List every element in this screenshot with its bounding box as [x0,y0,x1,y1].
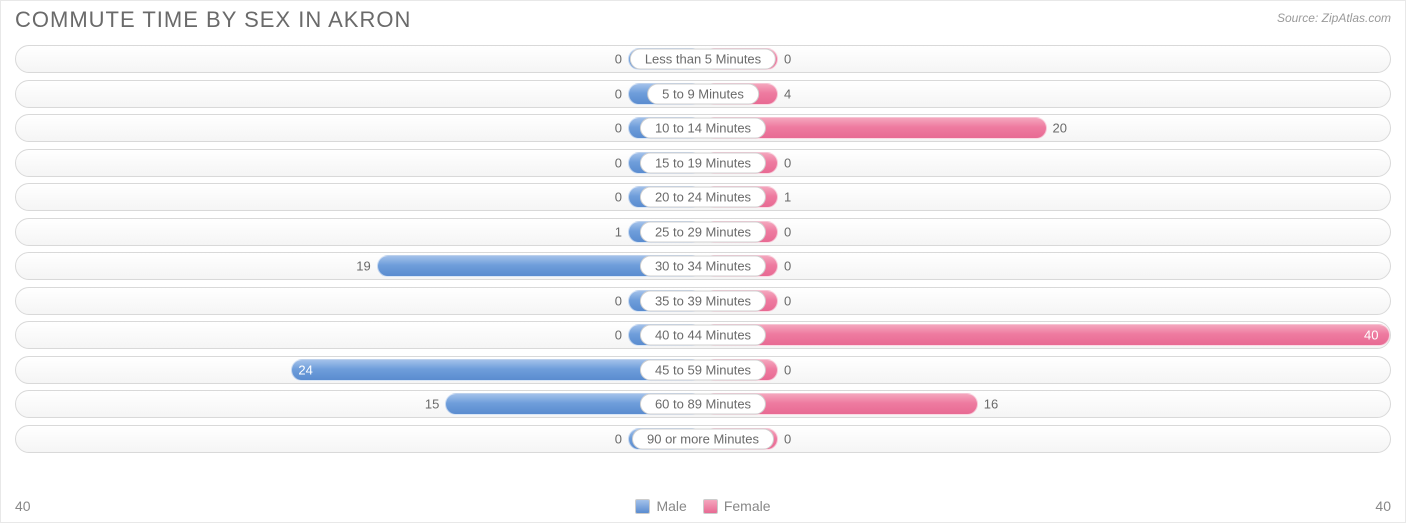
female-value: 0 [784,431,791,446]
chart-row: 0 1 20 to 24 Minutes [15,183,1391,211]
female-value: 0 [784,52,791,67]
chart-footer: 40 Male Female 40 [15,498,1391,514]
category-label: 40 to 44 Minutes [640,325,766,346]
category-label: 90 or more Minutes [632,428,774,449]
female-value: 20 [1053,121,1067,136]
category-label: 5 to 9 Minutes [647,83,759,104]
male-value: 24 [298,362,312,377]
chart-row: 0 4 5 to 9 Minutes [15,80,1391,108]
category-label: 25 to 29 Minutes [640,221,766,242]
category-label: 15 to 19 Minutes [640,152,766,173]
chart-container: COMMUTE TIME BY SEX IN AKRON Source: Zip… [0,0,1406,523]
chart-row: 0 0 Less than 5 Minutes [15,45,1391,73]
male-swatch-icon [635,499,650,514]
axis-right-max: 40 [1375,498,1391,514]
female-value: 0 [784,362,791,377]
chart-title: COMMUTE TIME BY SEX IN AKRON [15,7,411,33]
female-bar [703,324,1390,346]
male-value: 0 [615,86,622,101]
chart-row: 24 0 45 to 59 Minutes [15,356,1391,384]
axis-left-max: 40 [15,498,31,514]
chart-row: 0 40 40 to 44 Minutes [15,321,1391,349]
category-label: 20 to 24 Minutes [640,187,766,208]
male-value: 19 [356,259,370,274]
legend: Male Female [635,498,770,514]
male-value: 0 [615,121,622,136]
male-value: 15 [425,397,439,412]
chart-row: 0 0 90 or more Minutes [15,425,1391,453]
female-swatch-icon [703,499,718,514]
female-value: 4 [784,86,791,101]
category-label: 10 to 14 Minutes [640,118,766,139]
chart-plot-area: 0 0 Less than 5 Minutes 0 4 5 to 9 Minutes 0 20… [15,45,1391,480]
category-label: 35 to 39 Minutes [640,290,766,311]
female-value: 1 [784,190,791,205]
legend-female-label: Female [724,498,771,514]
legend-item-female: Female [703,498,771,514]
category-label: 30 to 34 Minutes [640,256,766,277]
chart-row: 0 20 10 to 14 Minutes [15,114,1391,142]
male-value: 0 [615,52,622,67]
female-value: 0 [784,155,791,170]
category-label: 45 to 59 Minutes [640,359,766,380]
male-value: 0 [615,431,622,446]
male-value: 0 [615,190,622,205]
male-value: 0 [615,328,622,343]
header: COMMUTE TIME BY SEX IN AKRON Source: Zip… [1,1,1405,33]
female-value: 40 [1364,328,1378,343]
chart-row: 15 16 60 to 89 Minutes [15,390,1391,418]
chart-row: 1 0 25 to 29 Minutes [15,218,1391,246]
male-value: 0 [615,293,622,308]
male-value: 1 [615,224,622,239]
female-value: 0 [784,293,791,308]
chart-row: 0 0 35 to 39 Minutes [15,287,1391,315]
male-value: 0 [615,155,622,170]
chart-row: 0 0 15 to 19 Minutes [15,149,1391,177]
chart-row: 19 0 30 to 34 Minutes [15,252,1391,280]
legend-item-male: Male [635,498,686,514]
female-value: 0 [784,259,791,274]
female-value: 0 [784,224,791,239]
female-value: 16 [984,397,998,412]
legend-male-label: Male [656,498,686,514]
category-label: 60 to 89 Minutes [640,394,766,415]
source-attribution: Source: ZipAtlas.com [1277,7,1391,25]
category-label: Less than 5 Minutes [630,49,776,70]
